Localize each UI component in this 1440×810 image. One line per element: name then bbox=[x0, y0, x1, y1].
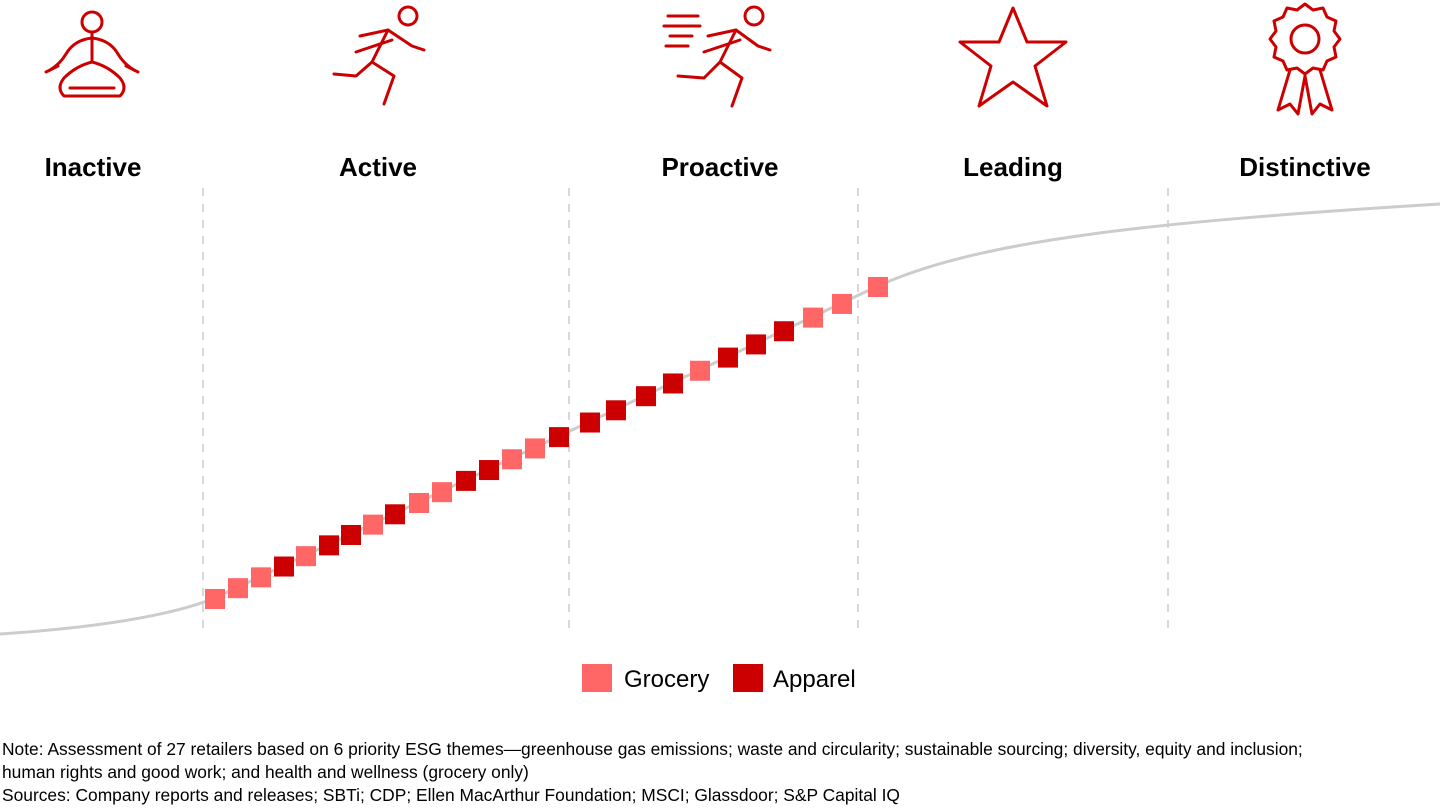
legend-swatch-apparel bbox=[733, 664, 763, 692]
retailer-marker-apparel bbox=[274, 556, 294, 577]
esg-maturity-chart: Inactive Active Proactive Leading Distin… bbox=[0, 2, 1440, 693]
running-person-icon bbox=[332, 5, 426, 106]
maturity-curve bbox=[0, 202, 1440, 636]
meditation-icon bbox=[44, 10, 140, 98]
retailer-marker-apparel bbox=[456, 470, 476, 491]
stage-label-inactive: Inactive bbox=[45, 152, 142, 182]
note-line-2: human rights and good work; and health a… bbox=[2, 762, 529, 782]
retailer-marker-grocery bbox=[690, 360, 710, 381]
retailer-marker-apparel bbox=[718, 347, 738, 368]
retailer-marker-apparel bbox=[606, 400, 626, 421]
retailer-marker-grocery bbox=[205, 589, 225, 609]
retailer-marker-grocery bbox=[409, 493, 429, 513]
legend-swatch-grocery bbox=[582, 664, 612, 692]
legend-label-apparel: Apparel bbox=[773, 666, 856, 693]
retailer-marker-apparel bbox=[341, 525, 361, 545]
retailer-marker-grocery bbox=[363, 514, 383, 535]
retailer-marker-apparel bbox=[746, 334, 766, 355]
retailer-marker-grocery bbox=[832, 293, 852, 314]
award-ribbon-icon bbox=[1268, 2, 1342, 116]
note-line-1: Note: Assessment of 27 retailers based o… bbox=[2, 739, 1303, 759]
retailer-marker-grocery bbox=[296, 546, 316, 567]
retailer-marker-apparel bbox=[663, 373, 683, 394]
retailer-marker-grocery bbox=[502, 449, 522, 470]
sources-line: Sources: Company reports and releases; S… bbox=[2, 785, 900, 805]
retailer-marker-grocery bbox=[868, 277, 888, 297]
legend-label-grocery: Grocery bbox=[624, 666, 709, 693]
retailer-marker-grocery bbox=[525, 438, 545, 459]
retailer-marker-apparel bbox=[319, 535, 339, 556]
star-icon bbox=[958, 6, 1068, 108]
chart-notes: Note: Assessment of 27 retailers based o… bbox=[2, 738, 1438, 807]
retailer-marker-apparel bbox=[479, 460, 499, 481]
stage-label-active: Active bbox=[339, 152, 417, 182]
retailer-marker-apparel bbox=[549, 427, 569, 448]
retailer-markers bbox=[205, 277, 888, 609]
sprinting-person-icon bbox=[662, 5, 772, 108]
stage-label-leading: Leading bbox=[963, 152, 1063, 182]
stage-label-distinctive: Distinctive bbox=[1239, 152, 1371, 182]
retailer-marker-grocery bbox=[432, 482, 452, 503]
retailer-marker-apparel bbox=[580, 412, 600, 433]
retailer-marker-grocery bbox=[228, 578, 248, 599]
legend: Grocery Apparel bbox=[582, 664, 856, 693]
retailer-marker-apparel bbox=[385, 504, 405, 525]
retailer-marker-apparel bbox=[774, 321, 794, 342]
stage-label-proactive: Proactive bbox=[661, 152, 778, 182]
retailer-marker-apparel bbox=[636, 386, 656, 407]
retailer-marker-grocery bbox=[803, 307, 823, 328]
retailer-marker-grocery bbox=[251, 567, 271, 588]
